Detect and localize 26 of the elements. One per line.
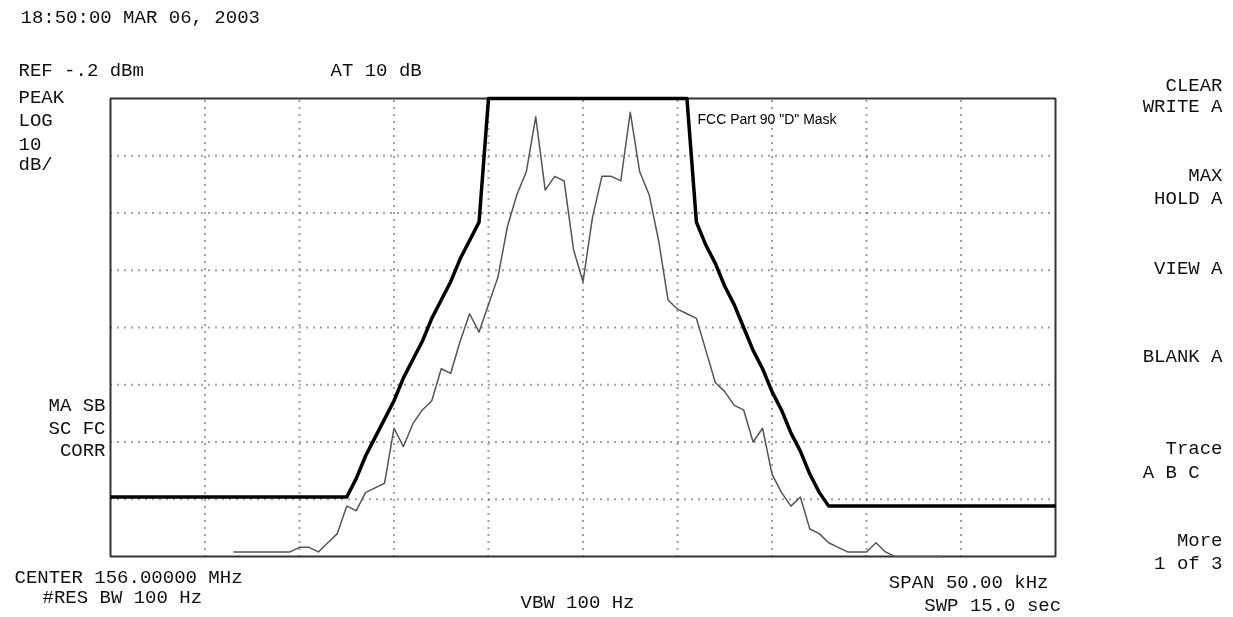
- text: SC FC: [48, 417, 106, 440]
- text: 10: [18, 133, 42, 156]
- text: SWP 15.0 sec: [924, 594, 1062, 617]
- text: MA SB: [48, 394, 106, 417]
- text: VBW 100 Hz: [520, 591, 635, 614]
- text: SPAN 50.00 kHz: [888, 571, 1049, 594]
- text: MAX: [1188, 164, 1224, 187]
- text: 1 of 3: [1154, 552, 1223, 575]
- text: CORR: [59, 439, 106, 462]
- text: Trace: [1165, 437, 1223, 460]
- text: HOLD A: [1154, 187, 1224, 210]
- text: A B C: [1142, 461, 1200, 484]
- series-label: FCC Part 90 "D" Mask: [697, 110, 838, 127]
- text: REF -.2 dBm: [18, 59, 144, 82]
- text: VIEW A: [1154, 257, 1224, 280]
- text: CLEAR: [1165, 74, 1223, 97]
- text: LOG: [18, 109, 53, 132]
- text: BLANK A: [1142, 345, 1224, 368]
- text: AT 10 dB: [330, 59, 422, 82]
- text: CENTER 156.00000 MHz: [14, 566, 243, 589]
- text: dB/: [18, 153, 53, 176]
- text: #RES BW 100 Hz: [42, 586, 203, 609]
- text: WRITE A: [1142, 95, 1224, 118]
- text: More: [1176, 529, 1223, 552]
- text: PEAK: [18, 86, 65, 109]
- chart-title: 18:50:00 MAR 06, 2003: [20, 6, 260, 29]
